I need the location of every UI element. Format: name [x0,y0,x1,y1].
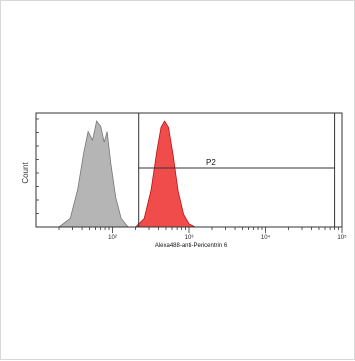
x-axis-label: Alexa488-anti-Pericentrin 6 [155,243,228,249]
gate-p2-label: P2 [206,158,216,167]
x-tick-label: 10⁵ [337,234,347,241]
x-tick-label: 10² [108,235,117,241]
x-tick-label: 10⁴ [261,234,271,241]
histogram-series-1 [57,120,129,228]
x-tick-label: 10³ [185,235,194,241]
histogram-series-2 [134,120,196,228]
y-axis-label: Count [21,162,30,184]
